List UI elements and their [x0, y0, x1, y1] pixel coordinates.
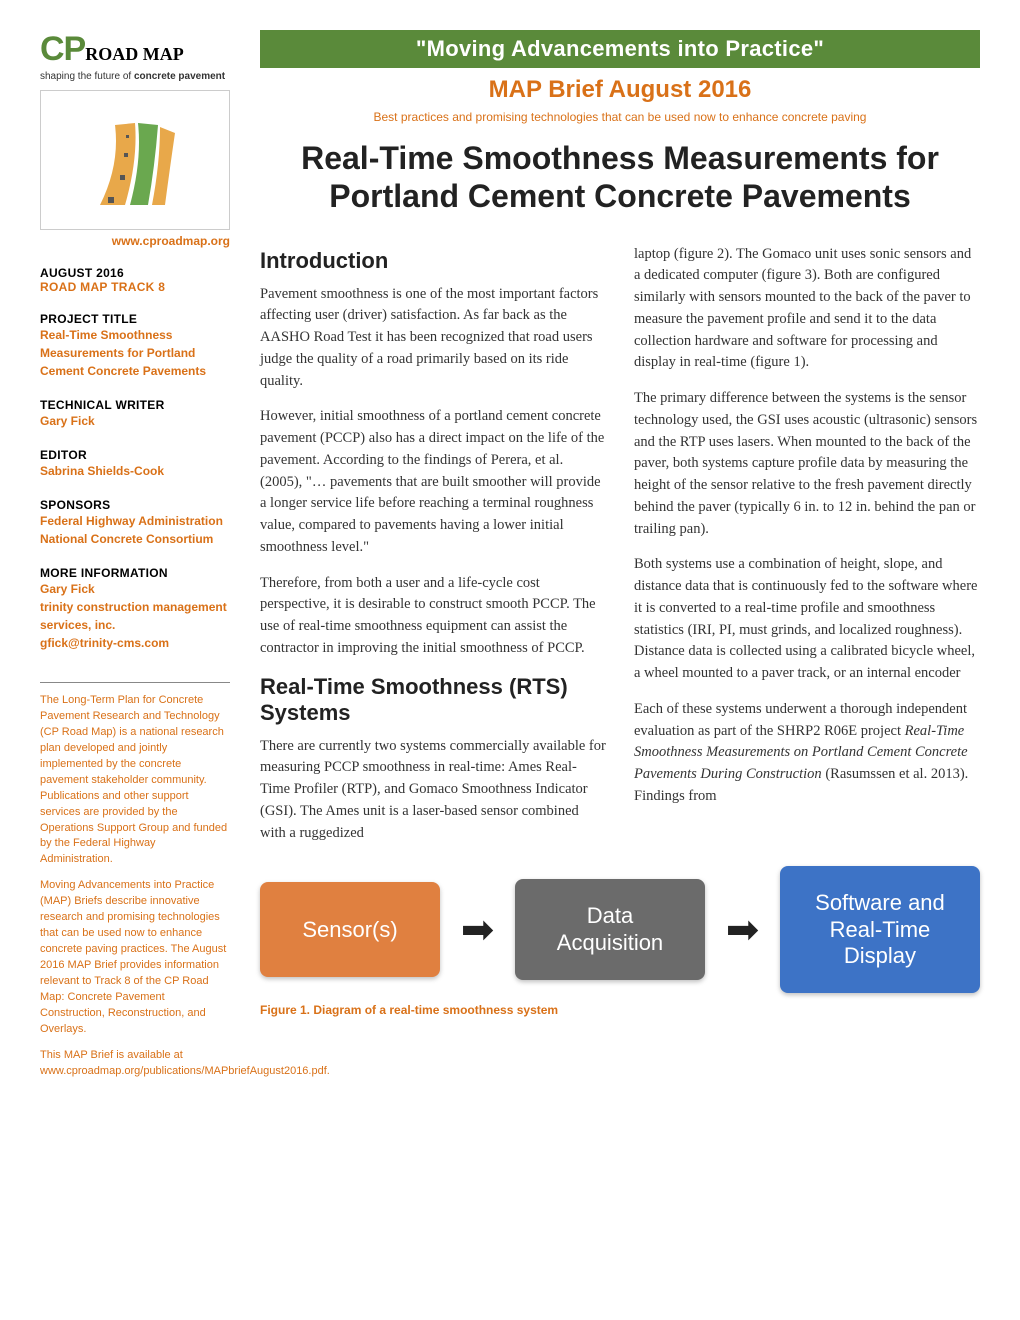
logo-tagline: shaping the future of concrete pavement — [40, 71, 230, 82]
more-info-2: trinity construction management services… — [40, 598, 230, 634]
diagram-box-data-acq: Data Acquisition — [515, 879, 705, 980]
intro-heading: Introduction — [260, 248, 606, 274]
sponsors-h: SPONSORS — [40, 498, 230, 512]
footer-para-1: The Long-Term Plan for Concrete Pavement… — [40, 693, 230, 868]
para-3: Therefore, from both a user and a life-c… — [260, 573, 606, 660]
para-5: laptop (figure 2). The Gomaco unit uses … — [634, 244, 980, 375]
tech-writer: Gary Fick — [40, 412, 230, 430]
article-title: Real-Time Smoothness Measurements for Po… — [260, 140, 980, 216]
side-date: August 2016 ROAD MAP TRACK 8 — [40, 266, 230, 294]
sponsor-2: National Concrete Consortium — [40, 530, 230, 548]
project-title-h: PROJECT TITLE — [40, 312, 230, 326]
side-tech-writer: TECHNICAL WRITER Gary Fick — [40, 398, 230, 430]
road-graphic — [40, 90, 230, 230]
side-project-title: PROJECT TITLE Real-Time Smoothness Measu… — [40, 312, 230, 380]
banner: "Moving Advancements into Practice" — [260, 30, 980, 68]
more-info-3: gfick@trinity-cms.com — [40, 634, 230, 652]
figure-1-caption: Figure 1. Diagram of a real-time smoothn… — [260, 1003, 980, 1017]
track-label: ROAD MAP TRACK 8 — [40, 280, 230, 294]
figure-1-diagram: Sensor(s) ➡ Data Acquisition ➡ Software … — [260, 866, 980, 993]
road-icon — [80, 105, 190, 215]
para-1: Pavement smoothness is one of the most i… — [260, 284, 606, 393]
footer-para-3: This MAP Brief is available at www.cproa… — [40, 1048, 230, 1080]
rts-heading: Real-Time Smoothness (RTS) Systems — [260, 674, 606, 726]
sponsor-1: Federal Highway Administration — [40, 512, 230, 530]
editor-h: EDITOR — [40, 448, 230, 462]
main-content: "Moving Advancements into Practice" MAP … — [260, 30, 980, 1090]
arrow-icon: ➡ — [461, 906, 495, 953]
diagram-box-software: Software and Real-Time Display — [780, 866, 980, 993]
para-8: Each of these systems underwent a thorou… — [634, 699, 980, 808]
sidebar-divider — [40, 682, 230, 683]
brief-subtitle: Best practices and promising technologie… — [260, 110, 980, 124]
tech-writer-h: TECHNICAL WRITER — [40, 398, 230, 412]
body-columns: Introduction Pavement smoothness is one … — [260, 244, 980, 845]
website-url[interactable]: www.cproadmap.org — [40, 234, 230, 248]
date-label: August 2016 — [40, 266, 230, 280]
brief-title: MAP Brief August 2016 — [260, 76, 980, 104]
diagram-box-sensors: Sensor(s) — [260, 882, 440, 977]
footer-para-2: Moving Advancements into Practice (MAP) … — [40, 878, 230, 1037]
side-editor: EDITOR Sabrina Shields-Cook — [40, 448, 230, 480]
sidebar: CPROAD MAP shaping the future of concret… — [40, 30, 230, 1090]
para-6: The primary difference between the syste… — [634, 388, 980, 540]
project-title: Real-Time Smoothness Measurements for Po… — [40, 326, 230, 380]
more-info-1: Gary Fick — [40, 580, 230, 598]
editor: Sabrina Shields-Cook — [40, 462, 230, 480]
logo-block: CPROAD MAP shaping the future of concret… — [40, 30, 230, 248]
para-7: Both systems use a combination of height… — [634, 554, 980, 685]
arrow-icon: ➡ — [726, 906, 760, 953]
side-more-info: MORE INFORMATION Gary Fick trinity const… — [40, 566, 230, 652]
cp-mark: CP — [40, 30, 85, 68]
more-info-h: MORE INFORMATION — [40, 566, 230, 580]
para-2: However, initial smoothness of a portlan… — [260, 406, 606, 558]
para-4: There are currently two systems commerci… — [260, 736, 606, 845]
side-sponsors: SPONSORS Federal Highway Administration … — [40, 498, 230, 548]
cp-logo: CPROAD MAP — [40, 30, 230, 69]
roadmap-mark: ROAD MAP — [85, 44, 183, 64]
